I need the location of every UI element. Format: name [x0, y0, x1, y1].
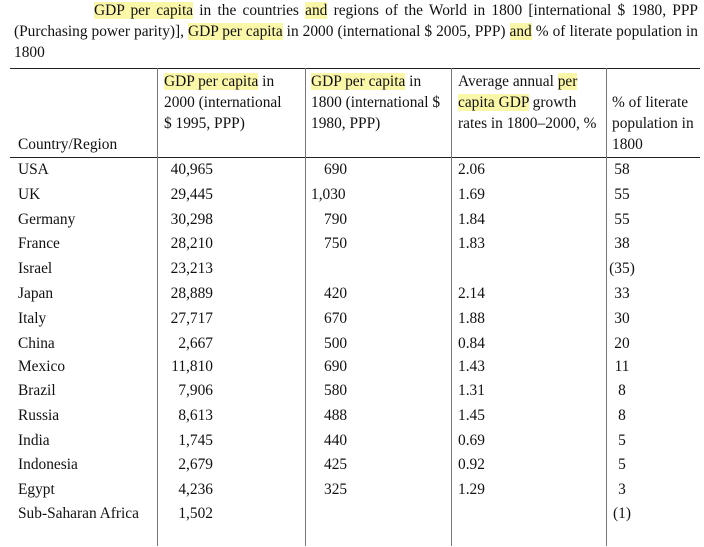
cell-gdp1800: 670 [324, 310, 348, 327]
cell-gdp1800: 488 [324, 407, 348, 424]
cell-gdp2000: 23,213 [170, 260, 213, 277]
caption-highlight: and [509, 23, 532, 40]
cell-gdp2000: 30,298 [170, 211, 213, 228]
cell-literate: 30 [614, 310, 630, 327]
cell-literate: (35) [609, 260, 635, 277]
caption-highlight: GDP per capita [188, 23, 283, 40]
cell-gdp2000: 2,679 [178, 456, 213, 473]
cell-country: Mexico [18, 358, 66, 375]
cell-growth: 1.84 [458, 211, 485, 228]
cell-gdp1800: 690 [324, 161, 348, 178]
cell-growth: 0.92 [458, 456, 485, 473]
cell-literate: 5 [618, 456, 626, 473]
cell-literate: 8 [618, 407, 626, 424]
cell-literate: 5 [618, 432, 626, 449]
cell-literate: 33 [614, 285, 630, 302]
cell-growth: 1.31 [458, 382, 485, 399]
cell-country: France [18, 235, 60, 252]
cell-literate: 3 [618, 481, 626, 498]
cell-growth: 2.06 [458, 161, 485, 178]
cell-gdp2000: 4,236 [178, 481, 213, 498]
cell-growth: 2.14 [458, 285, 485, 302]
cell-country: Brazil [18, 382, 56, 399]
cell-gdp2000: 29,445 [170, 186, 213, 203]
cell-growth: 1.69 [458, 186, 485, 203]
cell-gdp2000: 8,613 [178, 407, 213, 424]
header-growth-rate: Average annual per capita GDP growth rat… [458, 73, 597, 132]
cell-gdp1800: 325 [324, 481, 348, 498]
caption-highlight: GDP per capita [94, 2, 194, 19]
cell-literate: (1) [613, 505, 631, 522]
cell-growth: 0.69 [458, 432, 485, 449]
cell-growth: 1.29 [458, 481, 485, 498]
header-gdp-2000: GDP per capita in 2000 (international $ … [164, 73, 282, 132]
cell-gdp2000: 40,965 [170, 161, 213, 178]
cell-country: Germany [18, 211, 76, 228]
cell-country: Italy [18, 310, 47, 327]
cell-country: Indonesia [18, 456, 78, 473]
cell-gdp2000: 1,745 [178, 432, 213, 449]
cell-country: Japan [18, 285, 54, 302]
cell-literate: 58 [614, 161, 630, 178]
cell-gdp2000: 11,810 [171, 358, 213, 375]
cell-gdp2000: 1,502 [178, 505, 213, 522]
cell-growth: 1.88 [458, 310, 485, 327]
cell-country: Israel [18, 260, 53, 277]
cell-literate: 11 [614, 358, 630, 375]
column-divider [606, 68, 607, 546]
cell-literate: 55 [614, 186, 630, 203]
cell-country: India [18, 432, 50, 449]
cell-gdp2000: 2,667 [178, 335, 213, 352]
table-caption: GDP per capita in the countries and regi… [14, 2, 698, 61]
caption-highlight: and [305, 2, 328, 19]
table-top-rule [10, 68, 700, 69]
column-divider [305, 68, 306, 546]
header-bottom-rule [10, 157, 700, 158]
cell-country: Russia [18, 407, 60, 424]
cell-gdp1800: 790 [324, 211, 348, 228]
cell-literate: 20 [614, 335, 630, 352]
cell-gdp1800: 750 [324, 235, 348, 252]
cell-gdp1800: 425 [324, 456, 348, 473]
cell-country: Sub-Saharan Africa [18, 505, 139, 522]
column-divider [157, 68, 158, 546]
cell-gdp1800: 580 [324, 382, 348, 399]
cell-gdp2000: 28,889 [170, 285, 213, 302]
cell-gdp2000: 27,717 [170, 310, 213, 327]
cell-growth: 1.83 [458, 235, 485, 252]
cell-growth: 1.45 [458, 407, 485, 424]
cell-gdp1800: 500 [324, 335, 348, 352]
header-literate: % of literate population in 1800 [612, 94, 694, 153]
cell-gdp1800: 1,030 [311, 186, 346, 203]
cell-country: USA [18, 161, 49, 178]
cell-country: China [18, 335, 55, 352]
header-country: Country/Region [18, 136, 118, 153]
cell-growth: 0.84 [458, 335, 485, 352]
cell-literate: 38 [614, 235, 630, 252]
cell-gdp1800: 440 [324, 432, 348, 449]
cell-literate: 8 [618, 382, 626, 399]
cell-gdp1800: 690 [324, 358, 348, 375]
cell-literate: 55 [614, 211, 630, 228]
cell-country: Egypt [18, 481, 55, 498]
cell-gdp2000: 28,210 [170, 235, 213, 252]
column-divider [451, 68, 452, 546]
cell-gdp1800: 420 [324, 285, 348, 302]
header-gdp-1800: GDP per capita in 1800 (international $ … [311, 73, 441, 132]
cell-gdp2000: 7,906 [178, 382, 213, 399]
cell-country: UK [18, 186, 41, 203]
cell-growth: 1.43 [458, 358, 485, 375]
